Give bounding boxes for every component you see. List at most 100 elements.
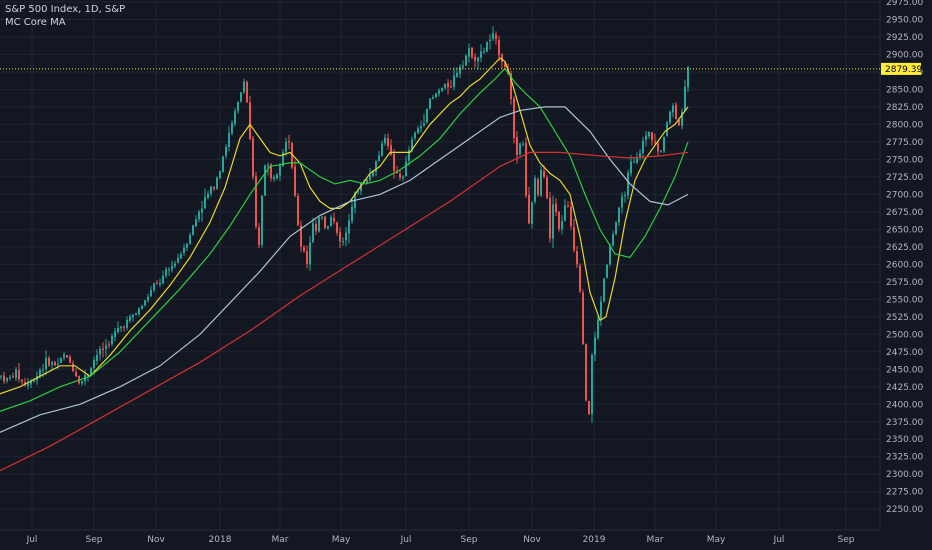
- candle-body: [522, 143, 524, 145]
- candle-body: [477, 57, 479, 62]
- candle-body: [510, 73, 512, 100]
- candle-body: [15, 369, 17, 379]
- candle-body: [480, 51, 482, 58]
- candle-body: [300, 225, 302, 247]
- candle-body: [345, 232, 347, 241]
- last-price-tag: 2879.39: [881, 62, 922, 75]
- candle-body: [57, 363, 59, 365]
- candle-body: [372, 170, 374, 176]
- price-tick-label: 2500.00: [886, 330, 923, 340]
- candle-body: [159, 282, 161, 285]
- candle-body: [423, 122, 425, 126]
- candle-body: [594, 337, 596, 355]
- time-tick-label: Mar: [272, 535, 289, 545]
- symbol-title[interactable]: S&P 500 Index, 1D, S&P: [5, 4, 126, 15]
- candle-body: [414, 132, 416, 139]
- candle-body: [48, 358, 50, 366]
- candle-body: [267, 164, 269, 167]
- candle-body: [219, 171, 221, 179]
- candle-body: [120, 326, 122, 329]
- price-tick-label: 2375.00: [886, 418, 923, 428]
- candle-body: [156, 283, 158, 285]
- candle-body: [138, 308, 140, 314]
- candle-body: [456, 72, 458, 77]
- candle-body: [366, 179, 368, 183]
- time-tick-label: Jul: [773, 535, 785, 545]
- candle-body: [12, 376, 14, 378]
- candle-body: [516, 137, 518, 156]
- candle-body: [471, 47, 473, 58]
- candle-body: [576, 251, 578, 265]
- candle-body: [630, 161, 632, 174]
- candle-body: [6, 377, 8, 381]
- candle-body: [282, 152, 284, 167]
- candle-body: [678, 119, 680, 126]
- candle-body: [402, 176, 404, 179]
- candle-body: [486, 41, 488, 52]
- candle-body: [144, 300, 146, 306]
- candle-body: [375, 161, 377, 172]
- candle-body: [60, 358, 62, 363]
- candle-body: [324, 216, 326, 229]
- candle-body: [573, 226, 575, 251]
- candle-body: [255, 176, 257, 227]
- candle-body: [468, 48, 470, 57]
- price-tick-label: 2725.00: [886, 173, 923, 183]
- candle-body: [537, 179, 539, 195]
- candle-body: [651, 132, 653, 141]
- candle-body: [582, 292, 584, 344]
- candle-body: [18, 370, 20, 380]
- candle-body: [381, 143, 383, 157]
- candle-body: [189, 235, 191, 244]
- candle-body: [168, 269, 170, 271]
- candle-body: [129, 316, 131, 321]
- price-tick-label: 2325.00: [886, 453, 923, 463]
- candle-body: [579, 265, 581, 292]
- candle-body: [675, 104, 677, 120]
- candle-body: [21, 379, 23, 382]
- candle-body: [435, 93, 437, 97]
- candle-body: [555, 203, 557, 212]
- candle-body: [186, 243, 188, 248]
- candle-body: [261, 195, 263, 245]
- candle-body: [357, 191, 359, 193]
- price-tick-label: 2650.00: [886, 225, 923, 235]
- price-tick-label: 2625.00: [886, 243, 923, 253]
- candle-body: [336, 222, 338, 233]
- candle-body: [681, 111, 683, 126]
- price-tick-label: 2700.00: [886, 190, 923, 200]
- candle-body: [126, 319, 128, 328]
- candle-body: [96, 355, 98, 361]
- candle-body: [132, 315, 134, 318]
- candle-body: [288, 141, 290, 143]
- price-tick-label: 2750.00: [886, 155, 923, 165]
- candle-body: [9, 377, 11, 379]
- price-tick-label: 2525.00: [886, 313, 923, 323]
- candle-body: [45, 357, 47, 370]
- candle-body: [66, 355, 68, 358]
- candle-body: [285, 142, 287, 153]
- candle-body: [597, 319, 599, 338]
- candle-body: [315, 223, 317, 232]
- time-axis[interactable]: Jul Sep Nov 2018 Mar May Jul Sep Nov 2019 Mar May Ju…: [26, 535, 855, 545]
- candle-body: [222, 156, 224, 173]
- candle-body: [276, 174, 278, 179]
- price-tick-label: 2425.00: [886, 383, 923, 393]
- candle-body: [465, 55, 467, 66]
- candle-body: [453, 75, 455, 88]
- time-tick-label: Nov: [147, 535, 165, 545]
- candle-body: [585, 344, 587, 401]
- candle-body: [51, 362, 53, 365]
- candle-body: [135, 313, 137, 316]
- candle-body: [495, 34, 497, 40]
- candle-body: [405, 161, 407, 177]
- indicator-title[interactable]: MC Core MA: [5, 17, 66, 28]
- candle-body: [273, 177, 275, 180]
- candle-body: [498, 40, 500, 56]
- time-tick-label: Sep: [86, 535, 103, 545]
- candle-body: [459, 66, 461, 74]
- candle-body: [312, 223, 314, 243]
- time-tick-label: Sep: [461, 535, 478, 545]
- candle-body: [153, 283, 155, 291]
